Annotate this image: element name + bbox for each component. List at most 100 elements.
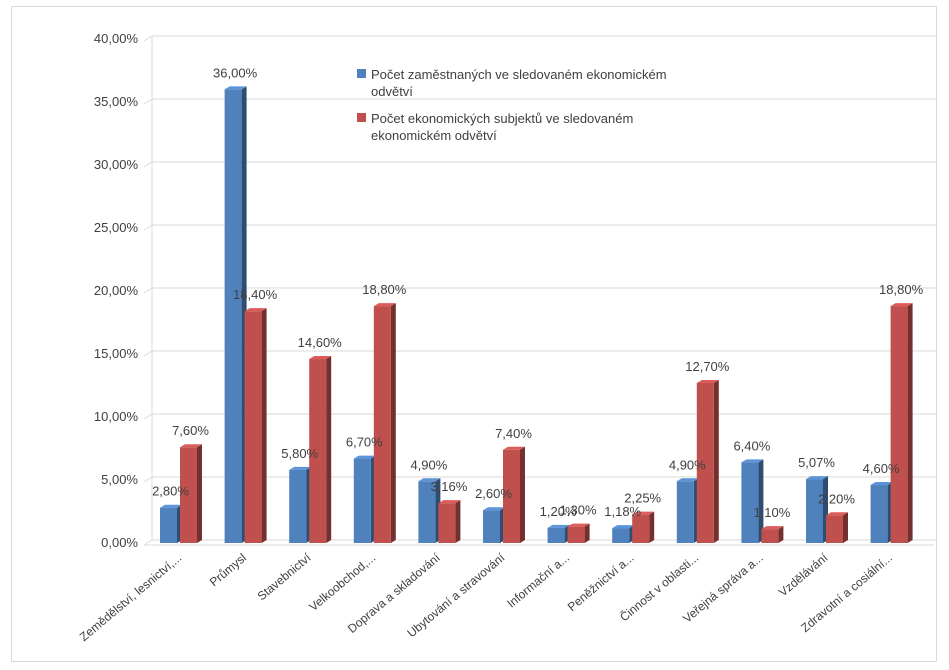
data-label: 12,70% — [685, 359, 730, 374]
data-label: 2,80% — [152, 484, 189, 499]
x-tick-label: Průmysl — [207, 551, 249, 590]
bar-top — [224, 86, 247, 90]
bar — [353, 458, 371, 543]
gridline-depth — [143, 476, 153, 483]
bar-side — [758, 459, 764, 543]
y-axis: 0,00% 5,00% 10,00% 15,00% 20,00% 25,00% 30,00%… — [94, 31, 934, 550]
bar — [244, 311, 262, 543]
y-tick-label: 5,00% — [101, 472, 138, 487]
y-tick-label: 20,00% — [94, 283, 139, 298]
bar-top — [483, 507, 505, 511]
bar-top — [761, 526, 784, 530]
bar — [890, 306, 908, 543]
y-tick-label: 10,00% — [94, 409, 139, 424]
data-label: 5,07% — [798, 455, 835, 470]
bar — [806, 479, 823, 543]
y-tick-label: 35,00% — [94, 94, 139, 109]
y-tick-label: 30,00% — [94, 157, 139, 172]
data-label: 4,90% — [410, 457, 447, 472]
bar-side — [843, 512, 848, 543]
gridlines — [143, 35, 936, 546]
bar-top — [632, 511, 655, 515]
bar-top — [676, 478, 699, 482]
data-labels: 2,80% 7,60% 36,00% 18,40% 5,80% 14,60% 6,70% 18… — [152, 65, 924, 520]
bar-top — [289, 466, 312, 470]
bar-top — [547, 524, 570, 528]
legend-entry: Počet zaměstnaných ve sledovaném ekonomi… — [371, 67, 667, 82]
legend-swatch — [357, 113, 366, 122]
y-tick-label: 25,00% — [94, 220, 139, 235]
bar — [567, 526, 585, 543]
bar-top — [806, 476, 828, 480]
gridline-depth — [143, 350, 153, 357]
bar — [826, 515, 843, 543]
data-label: 1,30% — [560, 503, 597, 518]
legend: Počet zaměstnaných ve sledovaném ekonomi… — [357, 67, 667, 143]
bar-side — [326, 356, 332, 543]
bar — [160, 507, 177, 543]
bar-top — [870, 482, 893, 486]
data-label: 3,16% — [430, 479, 467, 494]
bar-side — [520, 446, 525, 543]
bar-chart: 0,00% 5,00% 10,00% 15,00% 20,00% 25,00% 30,00%… — [77, 31, 936, 644]
bar — [289, 469, 307, 543]
bar-side — [197, 444, 202, 543]
y-tick-label: 15,00% — [94, 346, 139, 361]
bar-side — [649, 511, 655, 543]
data-label: 7,60% — [172, 423, 209, 438]
bar-top — [373, 303, 396, 307]
data-label: 2,20% — [818, 491, 855, 506]
bar-side — [778, 526, 784, 543]
data-label: 6,40% — [733, 438, 770, 453]
bar-top — [180, 444, 202, 448]
bar — [483, 510, 500, 543]
data-label: 14,60% — [298, 335, 343, 350]
data-label: 1,10% — [753, 505, 790, 520]
bar-top — [244, 308, 267, 312]
gridline-depth — [143, 413, 153, 420]
legend-swatch — [357, 69, 366, 78]
data-label: 1,18% — [604, 504, 641, 519]
bar-side — [261, 308, 267, 543]
data-label: 36,00% — [213, 65, 258, 80]
bars — [160, 86, 913, 544]
data-label: 2,25% — [624, 491, 661, 506]
gridline-depth — [143, 35, 153, 42]
bar-side — [390, 303, 396, 543]
bar — [224, 89, 242, 544]
y-tick-label: 40,00% — [94, 31, 139, 46]
bar-top — [438, 500, 461, 504]
bar-side — [907, 303, 913, 543]
bar — [418, 481, 436, 543]
bar — [612, 528, 630, 543]
chart-frame: 0,00% 5,00% 10,00% 15,00% 20,00% 25,00% 30,00%… — [11, 6, 937, 662]
x-tick-label: Informační a... — [504, 551, 572, 611]
bar — [870, 485, 888, 543]
bar-top — [741, 459, 764, 463]
data-label: 5,80% — [281, 446, 318, 461]
bar-top — [567, 523, 590, 527]
bar-side — [584, 523, 590, 543]
gridline-depth — [143, 224, 153, 231]
x-axis: Zemědělství, lesnictví,... Průmysl Stavebn… — [77, 550, 895, 644]
bar-top — [826, 512, 848, 516]
data-label: 2,60% — [475, 486, 512, 501]
bar — [373, 306, 391, 543]
x-tick-label: Zemědělství, lesnictví,... — [77, 551, 185, 644]
x-tick-label: Stavebnictví — [255, 550, 315, 603]
bar-top — [418, 478, 441, 482]
bar-top — [503, 446, 525, 450]
data-label: 4,60% — [863, 461, 900, 476]
data-label: 6,70% — [346, 435, 383, 450]
bar-top — [890, 303, 913, 307]
bar — [741, 462, 759, 543]
data-label: 18,80% — [879, 282, 924, 297]
bar-top — [696, 379, 719, 383]
bar-top — [160, 504, 182, 508]
y-tick-label: 0,00% — [101, 535, 138, 550]
bar — [632, 514, 650, 543]
legend-entry: odvětví — [371, 84, 413, 99]
bar-side — [713, 379, 719, 543]
bar-top — [309, 356, 332, 360]
gridline-depth — [143, 161, 153, 168]
